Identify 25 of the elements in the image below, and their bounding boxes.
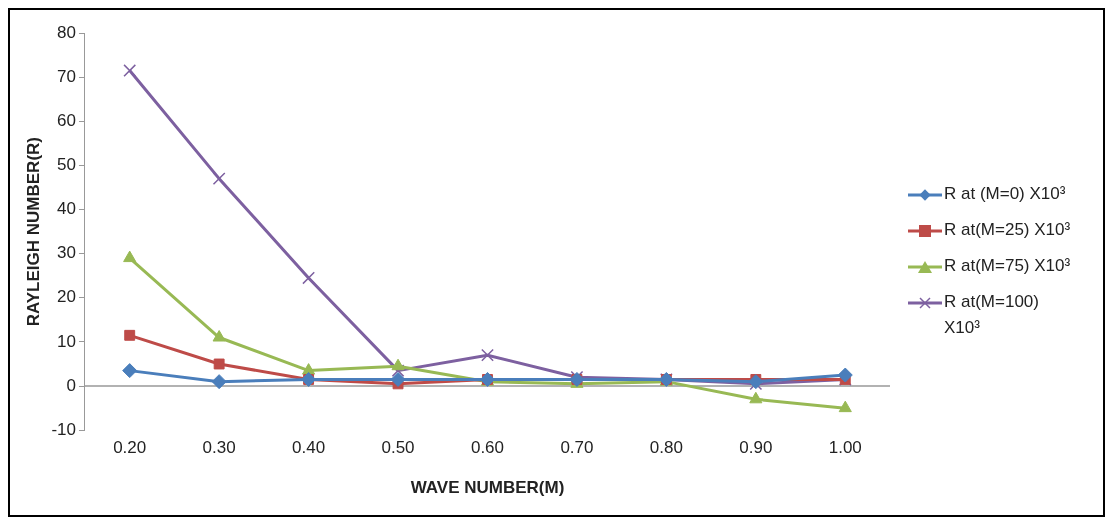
x-tick-label: 0.70	[560, 437, 594, 457]
y-tick-label: -10	[51, 419, 76, 439]
legend-label: R at(M=100) X10³	[944, 290, 1040, 339]
y-tick-label: 10	[57, 331, 76, 351]
legend-label: R at(M=75) X10³	[944, 254, 1072, 277]
y-tick-label: 0	[66, 375, 76, 395]
y-tick-label: 70	[57, 66, 76, 86]
x-tick-label: 0.20	[113, 437, 147, 457]
x-tick-label: 1.00	[828, 437, 862, 457]
y-tick-label: 40	[57, 198, 76, 218]
x-axis-title: WAVE NUMBER(M)	[410, 477, 565, 497]
x-tick-label: 0.30	[202, 437, 236, 457]
y-tick-label: 50	[57, 154, 76, 174]
y-tick-label: 20	[57, 286, 76, 306]
x-tick-label: 0.80	[649, 437, 683, 457]
y-tick-label: 80	[57, 22, 76, 42]
y-tick-label: 30	[57, 242, 76, 262]
y-axis-title: RAYLEIGH NUMBER(R)	[23, 136, 43, 326]
x-tick-label: 0.50	[381, 437, 415, 457]
legend-label: R at(M=25) X10³	[944, 218, 1072, 241]
y-tick-label: 60	[57, 110, 76, 130]
x-tick-label: 0.40	[292, 437, 326, 457]
legend-label: R at (M=0) X10³	[944, 182, 1067, 205]
x-tick-label: 0.60	[470, 437, 505, 457]
x-tick-label: 0.90	[739, 437, 773, 457]
